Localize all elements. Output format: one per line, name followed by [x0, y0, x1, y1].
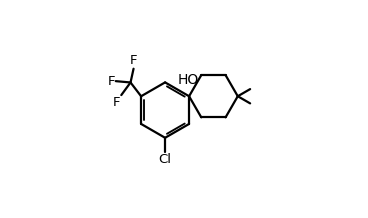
Text: Cl: Cl [159, 153, 171, 166]
Text: F: F [113, 96, 120, 109]
Text: HO: HO [178, 73, 199, 87]
Text: F: F [107, 75, 115, 88]
Text: F: F [130, 54, 138, 67]
